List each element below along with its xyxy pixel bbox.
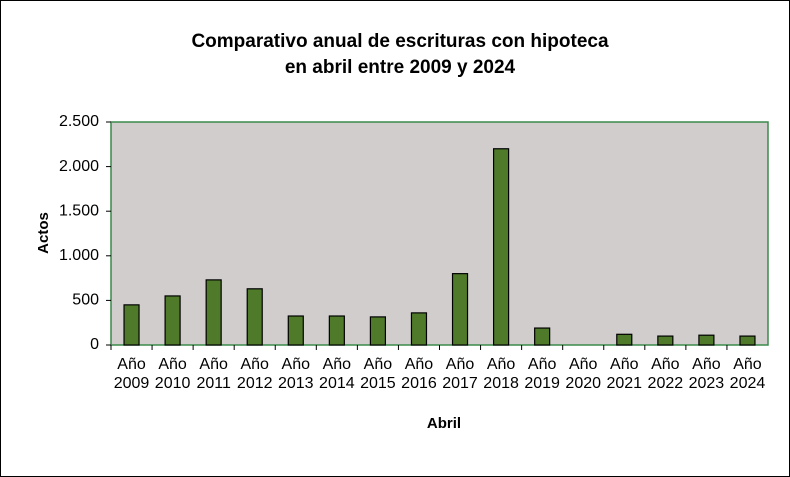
x-tick-label: Año 2012 (237, 356, 273, 392)
bar (739, 335, 756, 346)
x-tick-label: Año 2014 (319, 356, 355, 392)
bar (287, 315, 304, 346)
y-tick-label: 2.500 (59, 113, 99, 130)
x-axis-title: Abril (427, 415, 461, 432)
x-tick-label: Año 2011 (196, 356, 231, 392)
bar (328, 315, 345, 346)
bar (698, 334, 715, 346)
x-tick-label: Año 2019 (524, 356, 560, 392)
y-tick-label: 1.000 (59, 247, 99, 264)
x-tick-label: Año 2017 (442, 356, 478, 392)
bar (164, 295, 181, 346)
x-tick-label: Año 2022 (648, 356, 684, 392)
chart-title: en abril entre 2009 y 2024 (285, 57, 516, 78)
y-tick-label: 2.000 (59, 158, 99, 175)
x-tick-label: Año 2023 (689, 356, 725, 392)
bar (369, 316, 387, 346)
x-tick-label: Año 2024 (730, 356, 766, 392)
bar (246, 288, 263, 346)
bar (451, 273, 469, 346)
x-tick-label: Año 2020 (565, 356, 601, 392)
y-tick-label: 500 (72, 292, 99, 309)
x-tick-label: Año 2010 (155, 356, 191, 392)
bar (123, 304, 140, 346)
bar (410, 312, 428, 346)
bar (534, 327, 551, 346)
x-tick-label: Año 2015 (360, 356, 396, 392)
x-tick-label: Año 2016 (401, 356, 437, 392)
y-tick-label: 0 (90, 336, 99, 353)
x-tick-label: Año 2018 (483, 356, 519, 392)
bar (492, 148, 510, 346)
y-axis-title: Actos (35, 212, 52, 254)
y-tick-label: 1.500 (59, 202, 99, 219)
bar (616, 333, 633, 346)
x-tick-label: Año 2009 (114, 356, 150, 392)
bar (657, 335, 674, 346)
x-tick-label: Año 2021 (606, 356, 642, 392)
chart-title: Comparativo anual de escrituras con hipo… (191, 31, 608, 52)
x-tick-label: Año 2013 (278, 356, 314, 392)
bar (205, 279, 222, 346)
